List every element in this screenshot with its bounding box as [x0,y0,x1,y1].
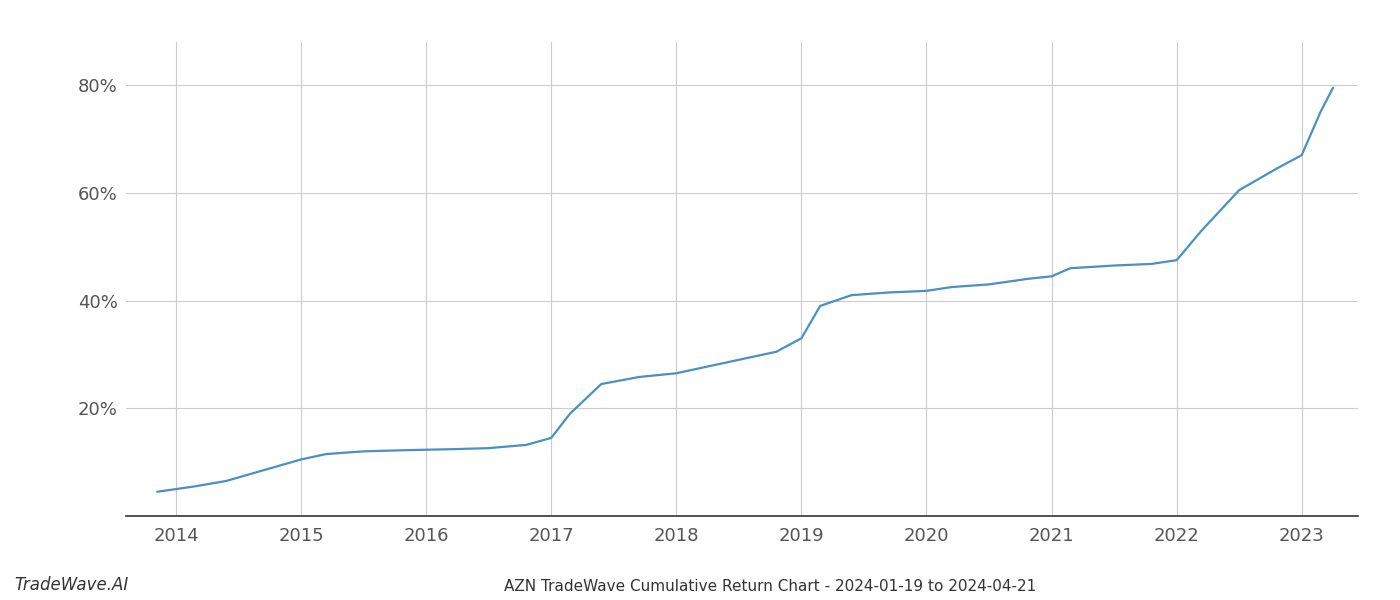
Text: AZN TradeWave Cumulative Return Chart - 2024-01-19 to 2024-04-21: AZN TradeWave Cumulative Return Chart - … [504,579,1036,594]
Text: TradeWave.AI: TradeWave.AI [14,576,129,594]
